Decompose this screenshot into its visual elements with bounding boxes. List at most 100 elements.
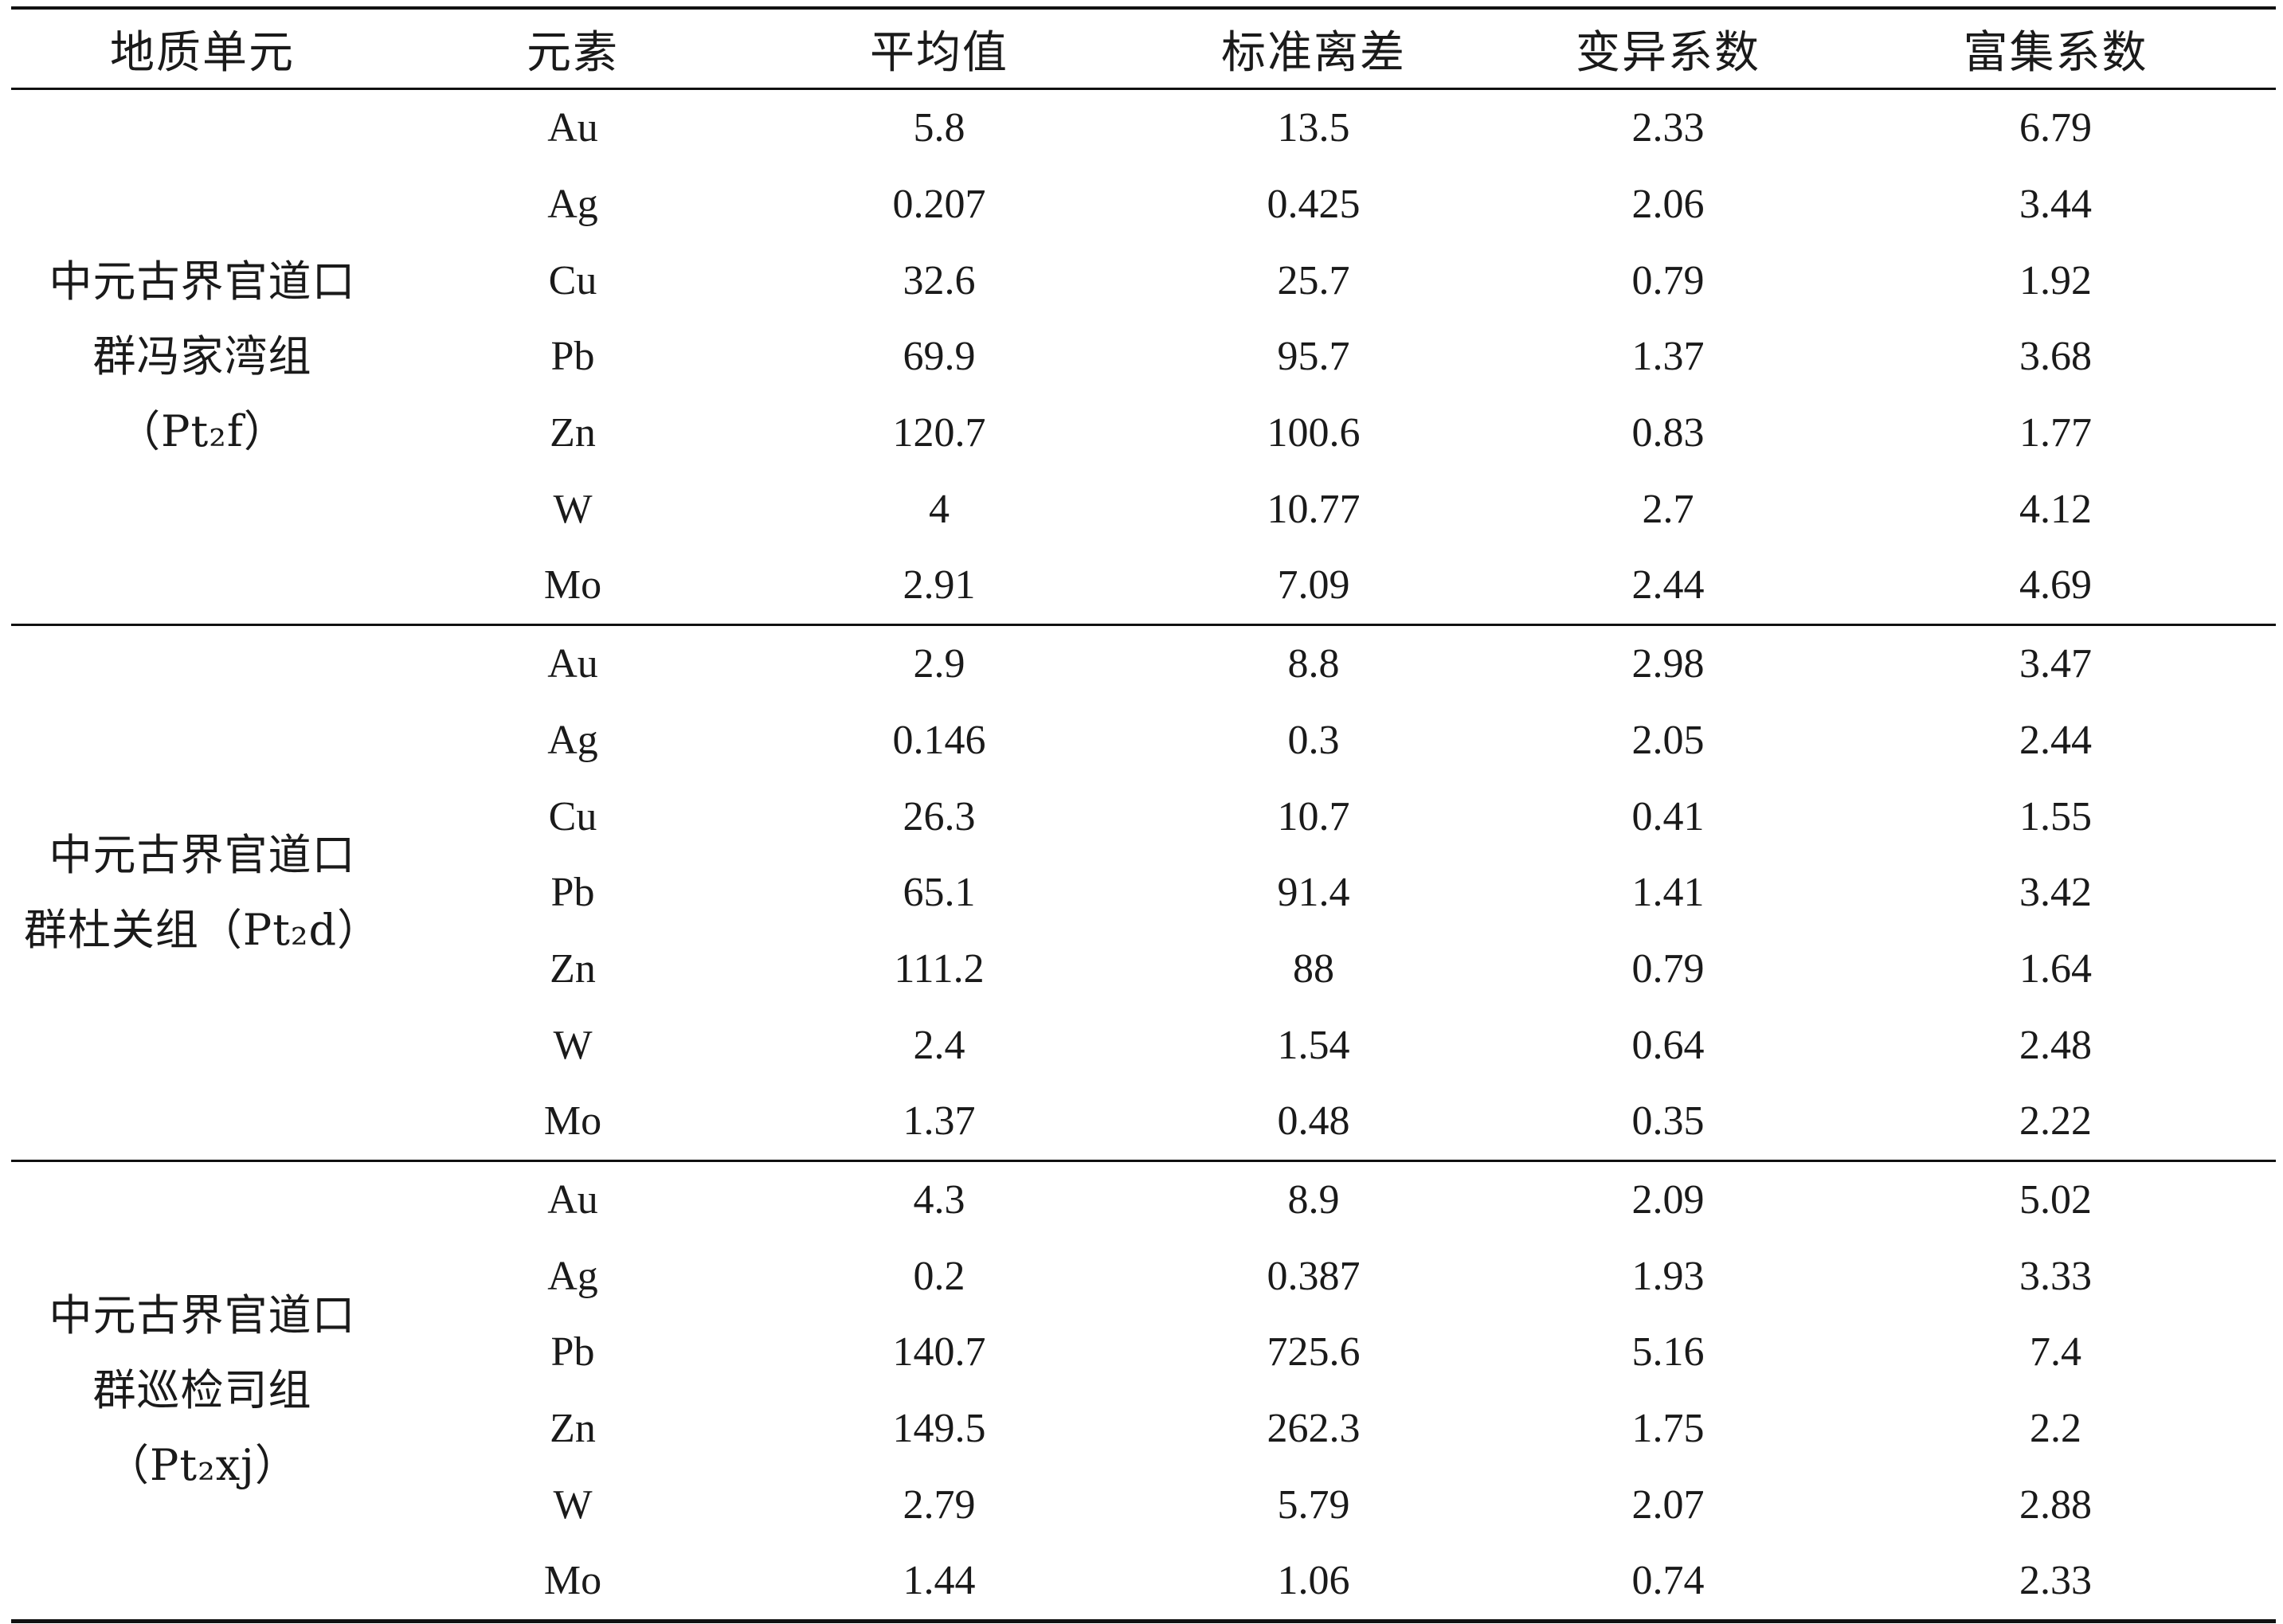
cell-std-dev: 7.09 <box>1277 562 1350 609</box>
table-row: 中元古界官道口 群巡检司组 （Pt₂xj） Au 4.3 8.9 2.09 5.02 <box>11 1159 2276 1622</box>
cell-enrichment: 1.64 <box>2019 945 2092 992</box>
cell-enrichment: 2.44 <box>2019 717 2092 763</box>
cell-std-dev: 8.8 <box>1126 623 1501 702</box>
cell-std-dev: 0.425 <box>1267 182 1361 228</box>
table-row: W 4 10.77 2.7 4.12 <box>11 471 2276 547</box>
table-row: Zn 120.7 100.6 0.83 1.77 <box>11 395 2276 472</box>
cell-enrichment: 2.48 <box>2019 1022 2092 1068</box>
cell-cv: 2.98 <box>1501 623 1835 702</box>
table-row: Mo 1.37 0.48 0.35 2.22 <box>11 1083 2276 1160</box>
table-row: Cu 32.6 25.7 0.79 1.92 <box>11 242 2276 319</box>
cell-element: Cu <box>548 257 597 303</box>
cell-element: Pb <box>550 1329 595 1376</box>
cell-mean: 1.44 <box>903 1558 976 1604</box>
cell-cv: 1.37 <box>1631 334 1705 380</box>
cell-element: Ag <box>547 717 598 763</box>
cell-cv: 2.07 <box>1631 1481 1705 1528</box>
cell-mean: 65.1 <box>903 870 976 916</box>
table-row: Zn 149.5 262.3 1.75 2.2 <box>11 1391 2276 1467</box>
cell-std-dev: 95.7 <box>1277 334 1350 380</box>
cell-element: Pb <box>550 334 595 380</box>
table-row: Ag 0.2 0.387 1.93 3.33 <box>11 1238 2276 1314</box>
cell-enrichment: 2.22 <box>2019 1098 2092 1145</box>
cell-element: Zn <box>550 1406 596 1452</box>
cell-element: Cu <box>548 793 597 839</box>
cell-cv: 1.75 <box>1631 1406 1705 1452</box>
cell-mean: 149.5 <box>892 1406 986 1452</box>
cell-enrichment: 2.2 <box>2030 1406 2081 1452</box>
cell-enrichment: 1.55 <box>2019 793 2092 839</box>
cell-cv: 2.33 <box>1631 105 1705 151</box>
table-row: Ag 0.146 0.3 2.05 2.44 <box>11 702 2276 779</box>
cell-element: W <box>553 1481 593 1528</box>
cell-std-dev: 0.3 <box>1287 717 1340 763</box>
table-row: 中元古界官道口 群杜关组（Pt₂d） Au 2.9 8.8 2.98 3.47 <box>11 623 2276 1161</box>
table-row: Pb 69.9 95.7 1.37 3.68 <box>11 319 2276 395</box>
cell-cv: 0.35 <box>1631 1098 1705 1145</box>
cell-cv: 2.05 <box>1631 717 1705 763</box>
cell-enrichment: 4.12 <box>2019 486 2092 532</box>
cell-element: Zn <box>550 945 596 992</box>
cell-mean: 0.2 <box>913 1253 965 1299</box>
cell-cv: 1.93 <box>1631 1253 1705 1299</box>
cell-cv: 0.74 <box>1631 1558 1705 1604</box>
cell-cv: 2.06 <box>1631 182 1705 228</box>
cell-enrichment: 3.68 <box>2019 334 2092 380</box>
cell-std-dev: 10.77 <box>1267 486 1361 532</box>
cell-element: Mo <box>543 1558 602 1604</box>
geologic-unit-cell: 中元古界官道口 群杜关组（Pt₂d） <box>11 623 394 1161</box>
cell-cv: 0.83 <box>1631 410 1705 456</box>
cell-std-dev: 0.48 <box>1277 1098 1350 1145</box>
cell-mean: 5.8 <box>913 105 965 151</box>
table-row: Pb 140.7 725.6 5.16 7.4 <box>11 1314 2276 1391</box>
geologic-unit-line: 群巡检司组 <box>92 1364 312 1415</box>
cell-enrichment: 3.47 <box>1835 623 2276 702</box>
header-cv: 变异系数 <box>1501 6 1835 90</box>
cell-cv: 0.79 <box>1631 257 1705 303</box>
cell-mean: 2.9 <box>752 623 1126 702</box>
cell-element: Au <box>394 1159 752 1239</box>
cell-cv: 0.41 <box>1631 793 1705 839</box>
cell-element: W <box>553 486 593 532</box>
cell-enrichment: 3.42 <box>2019 870 2092 916</box>
cell-enrichment: 1.92 <box>2019 257 2092 303</box>
header-row: 地质单元 元素 平均值 标准离差 变异系数 富集系数 <box>11 6 2276 90</box>
cell-element: Ag <box>547 182 598 228</box>
header-mean: 平均值 <box>752 6 1126 90</box>
cell-enrichment: 3.44 <box>2019 182 2092 228</box>
cell-cv: 0.64 <box>1631 1022 1705 1068</box>
cell-std-dev: 25.7 <box>1277 257 1350 303</box>
table-row: Pb 65.1 91.4 1.41 3.42 <box>11 855 2276 931</box>
header-element: 元素 <box>394 6 752 90</box>
cell-cv: 2.09 <box>1501 1159 1835 1239</box>
cell-element: Mo <box>543 562 602 609</box>
cell-std-dev: 8.9 <box>1126 1159 1501 1239</box>
cell-element: Mo <box>543 1098 602 1145</box>
cell-std-dev: 100.6 <box>1267 410 1361 456</box>
cell-std-dev: 10.7 <box>1277 793 1350 839</box>
geologic-unit-line: 群杜关组（Pt₂d） <box>23 904 382 955</box>
cell-mean: 140.7 <box>892 1329 986 1376</box>
header-std-dev: 标准离差 <box>1126 6 1501 90</box>
cell-mean: 2.4 <box>913 1022 965 1068</box>
cell-std-dev: 1.54 <box>1277 1022 1350 1068</box>
geologic-unit-line: 群冯家湾组 <box>92 331 312 382</box>
table-body: 中元古界官道口 群冯家湾组 （Pt₂f） Au 5.8 13.5 2.33 6.79 Ag 0.2… <box>11 89 2276 1622</box>
cell-mean: 120.7 <box>892 410 986 456</box>
cell-mean: 2.91 <box>903 562 976 609</box>
cell-std-dev: 13.5 <box>1277 105 1350 151</box>
cell-std-dev: 88 <box>1293 945 1334 992</box>
cell-std-dev: 725.6 <box>1267 1329 1361 1376</box>
cell-enrichment: 7.4 <box>2030 1329 2081 1376</box>
table-row: 中元古界官道口 群冯家湾组 （Pt₂f） Au 5.8 13.5 2.33 6.79 <box>11 89 2276 456</box>
cell-enrichment: 4.69 <box>2019 562 2092 609</box>
cell-enrichment: 5.02 <box>1835 1159 2276 1239</box>
geologic-unit-line: （Pt₂f） <box>117 405 288 456</box>
cell-mean: 111.2 <box>894 945 985 992</box>
document: 地质单元 元素 平均值 标准离差 变异系数 富集系数 中元古界官道口 群冯家湾组 （… <box>11 6 2276 1624</box>
cell-mean: 0.146 <box>892 717 986 763</box>
cell-cv: 0.79 <box>1631 945 1705 992</box>
header-geologic-unit: 地质单元 <box>11 6 394 90</box>
table-row: Mo 2.91 7.09 2.44 4.69 <box>11 547 2276 624</box>
table-row: Cu 26.3 10.7 0.41 1.55 <box>11 778 2276 855</box>
